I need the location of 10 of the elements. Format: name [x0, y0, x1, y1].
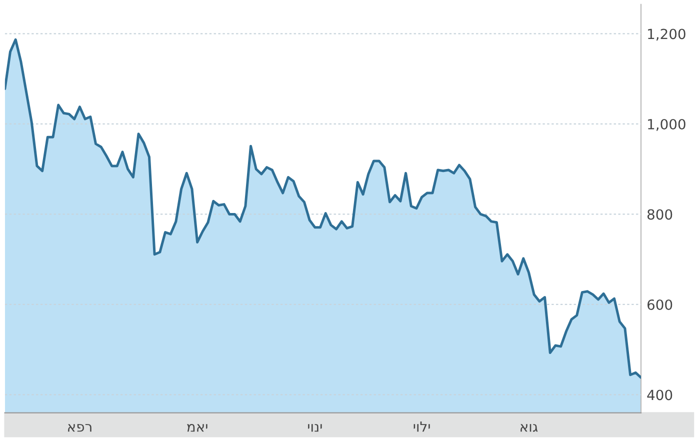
y-tick-label: 1,000: [648, 118, 686, 131]
y-tick-label: 600: [648, 299, 672, 310]
y-tick-label: 400: [647, 390, 672, 400]
x-tick-label: אוג: [520, 424, 538, 432]
x-tick-label: יולי: [414, 422, 430, 432]
x-tick-label: אפר: [68, 424, 92, 432]
y-tick-label: 800: [647, 209, 672, 220]
x-tick-label: יוני: [308, 424, 322, 432]
y-tick-label: 1,200: [648, 28, 686, 41]
x-tick-label: מאי: [187, 424, 208, 432]
